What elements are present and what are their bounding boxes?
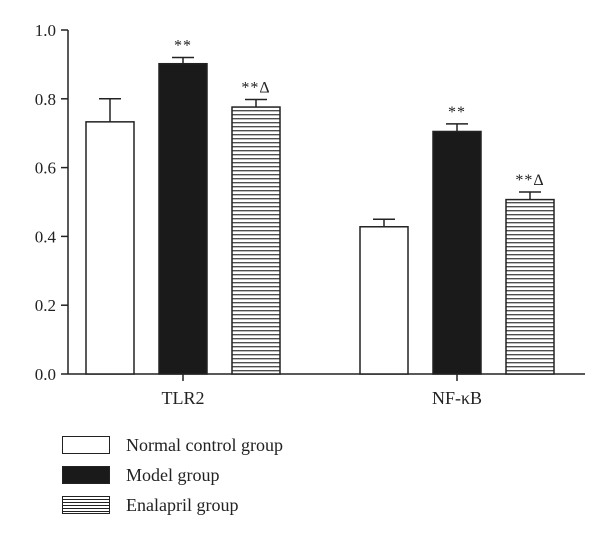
legend-label: Normal control group — [126, 434, 283, 455]
legend-label: Model group — [126, 464, 220, 485]
legend-item-model: Model group — [62, 460, 283, 490]
y-tick-label: 0.4 — [35, 227, 57, 246]
y-tick-label: 0.8 — [35, 90, 56, 109]
bar-model-group — [158, 62, 208, 375]
bar-normal-control-group — [359, 226, 409, 375]
y-tick-label: 0.0 — [35, 365, 56, 384]
bar-enalapril-group — [231, 106, 281, 375]
legend-swatch-model — [62, 466, 110, 484]
bars: ** **Δ ** **Δ — [85, 38, 555, 375]
legend-swatch-normal-control — [62, 436, 110, 454]
bar-chart: 0.0 0.2 0.4 0.6 0.8 1.0 TLR2 NF-κB ** **Δ ** **Δ — [35, 21, 585, 408]
significance-label: ** — [448, 104, 466, 121]
y-tick-label: 1.0 — [35, 21, 56, 40]
legend-item-enalapril: Enalapril group — [62, 490, 283, 520]
bar-normal-control-group — [85, 121, 135, 375]
significance-label: ** — [174, 38, 192, 55]
x-tick-label: NF-κB — [432, 388, 482, 408]
bar-model-group — [432, 130, 482, 375]
bar-enalapril-group — [505, 198, 555, 375]
legend: Normal control group Model group Enalapr… — [62, 430, 283, 520]
y-tick-label: 0.6 — [35, 159, 56, 178]
x-tick-label: TLR2 — [162, 388, 205, 408]
y-tick-label: 0.2 — [35, 296, 56, 315]
legend-swatch-enalapril — [62, 496, 110, 514]
legend-item-normal-control: Normal control group — [62, 430, 283, 460]
axes: 0.0 0.2 0.4 0.6 0.8 1.0 TLR2 NF-κB — [35, 21, 585, 408]
legend-label: Enalapril group — [126, 494, 239, 515]
significance-label: **Δ — [515, 172, 544, 189]
significance-label: **Δ — [241, 79, 270, 96]
